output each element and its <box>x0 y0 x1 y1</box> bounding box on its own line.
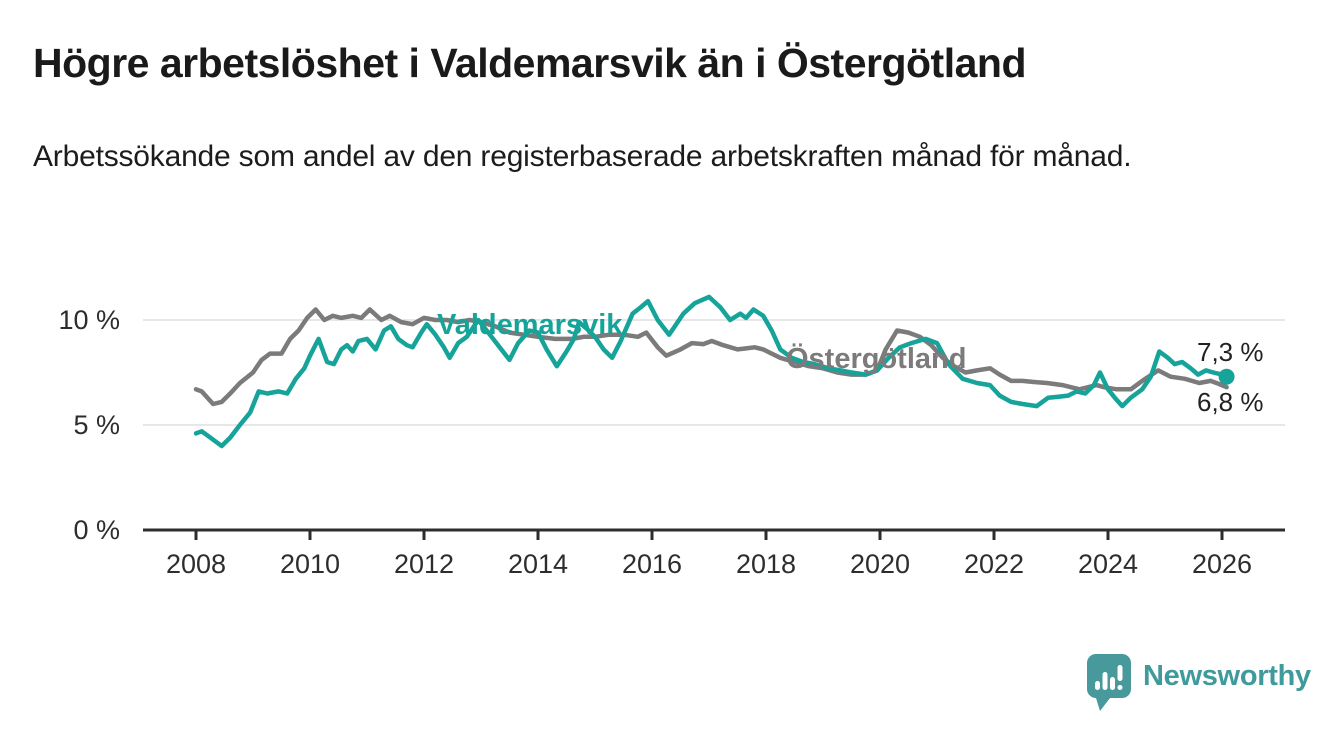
series-end-dot-valdemarsvik <box>1218 368 1235 385</box>
bar-small <box>1095 681 1100 690</box>
bar-tall <box>1102 672 1108 690</box>
x-axis-label: 2026 <box>1192 549 1252 579</box>
x-axis-label: 2020 <box>850 549 910 579</box>
x-axis-label: 2022 <box>964 549 1024 579</box>
bar-medium <box>1110 677 1115 690</box>
series-label-valdemarsvik: Valdemarsvik <box>437 309 623 341</box>
y-axis-label: 5 % <box>73 410 120 440</box>
x-axis-label: 2008 <box>166 549 226 579</box>
newsworthy-logo: Newsworthy <box>1086 653 1311 713</box>
x-axis-label: 2024 <box>1078 549 1138 579</box>
exclamation-dot <box>1117 685 1123 690</box>
series-line-stergtland <box>193 307 1229 407</box>
newsworthy-logo-icon <box>1087 654 1131 711</box>
x-axis-label: 2012 <box>394 549 454 579</box>
page-title: Högre arbetslöshet i Valdemarsvik än i Ö… <box>33 40 1027 86</box>
x-axis-label: 2018 <box>736 549 796 579</box>
y-axis-label: 10 % <box>58 305 120 335</box>
series-line-valdemarsvik <box>193 294 1229 449</box>
end-value-label-valdemarsvik: 7,3 % <box>1197 337 1264 367</box>
end-value-label-stergtland: 6,8 % <box>1197 387 1264 417</box>
x-axis-label: 2014 <box>508 549 568 579</box>
exclamation-bar <box>1117 665 1123 681</box>
x-axis-label: 2010 <box>280 549 340 579</box>
chart-subtitle: Arbetssökande som andel av den registerb… <box>33 140 1132 173</box>
speech-bubble-shape <box>1087 654 1131 711</box>
newsworthy-logo-text: Newsworthy <box>1143 660 1311 692</box>
series-label-stergtland: Östergötland <box>786 342 966 375</box>
x-axis-label: 2016 <box>622 549 682 579</box>
y-axis-label: 0 % <box>73 515 120 545</box>
